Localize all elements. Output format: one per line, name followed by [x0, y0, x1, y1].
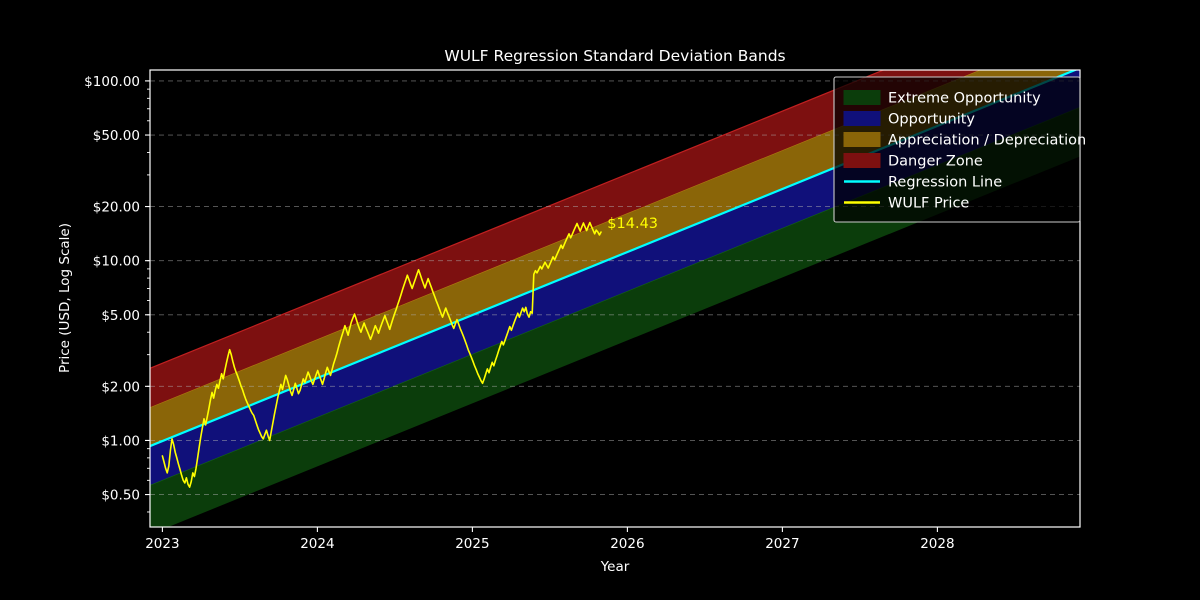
y-tick-label: $50.00 — [93, 128, 140, 144]
legend-swatch — [843, 90, 881, 105]
x-tick-label: 2026 — [610, 536, 644, 552]
legend-swatch — [843, 111, 881, 126]
y-tick-label: $10.00 — [93, 254, 140, 270]
x-tick-label: 2027 — [765, 536, 799, 552]
legend-label: Opportunity — [888, 112, 975, 128]
y-tick-label: $20.00 — [93, 200, 140, 216]
legend-label: Danger Zone — [888, 154, 983, 170]
axis-tick-labels: 2023 2024 2025 2026 2027 2028 $0.50 $1.00 $2.00 $… — [84, 74, 954, 552]
x-axis-title: Year — [600, 559, 630, 575]
axes-frame — [149, 69, 1081, 528]
band-edge — [150, 70, 886, 369]
chart-title: WULF Regression Standard Deviation Bands — [444, 47, 785, 65]
current-price-annotation: $14.43 — [607, 216, 658, 232]
legend-item-opportunity[interactable]: Opportunity — [843, 111, 975, 128]
chart-legend[interactable]: Extreme Opportunity Opportunity Appreciati… — [833, 76, 1086, 223]
y-tick-label: $100.00 — [84, 74, 140, 90]
legend-label: Appreciation / Depreciation — [888, 133, 1086, 149]
y-tick-label: $1.00 — [101, 433, 140, 449]
price-series — [161, 221, 602, 488]
legend-item-wulf-price[interactable]: WULF Price — [844, 196, 969, 212]
axis-ticks — [145, 80, 938, 532]
legend-swatch — [843, 132, 881, 147]
legend-item-regression-line[interactable]: Regression Line — [844, 175, 1002, 191]
y-axis-title: Price (USD, Log Scale) — [57, 223, 73, 373]
x-tick-label: 2024 — [300, 536, 334, 552]
legend-item-appreciation-depreciation[interactable]: Appreciation / Depreciation — [843, 132, 1086, 149]
legend-label: Extreme Opportunity — [888, 91, 1041, 107]
legend-label: WULF Price — [888, 196, 969, 212]
legend-swatch — [843, 153, 881, 168]
gridlines — [150, 80, 1080, 496]
series-wulf-price — [161, 221, 602, 488]
legend-background — [833, 76, 1081, 223]
y-tick-label: $2.00 — [101, 379, 140, 395]
x-tick-label: 2023 — [145, 536, 179, 552]
x-tick-label: 2025 — [455, 536, 489, 552]
legend-label: Regression Line — [888, 175, 1002, 191]
y-tick-label: $0.50 — [101, 488, 140, 504]
y-tick-label: $5.00 — [101, 308, 140, 324]
legend-item-danger-zone[interactable]: Danger Zone — [843, 153, 983, 170]
x-tick-label: 2028 — [920, 536, 954, 552]
legend-item-extreme-opportunity[interactable]: Extreme Opportunity — [843, 90, 1041, 107]
